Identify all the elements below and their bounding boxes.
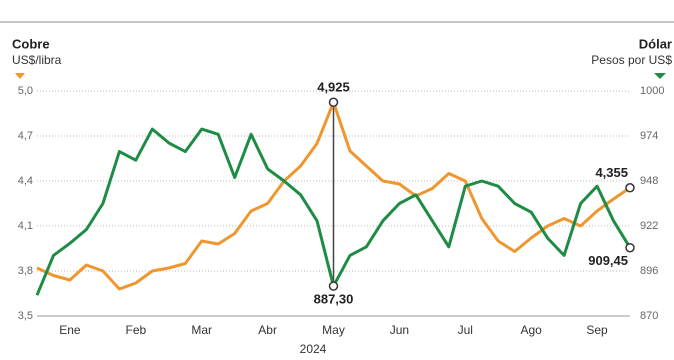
value-label: 909,45 — [588, 253, 628, 268]
y2-tick-label: 922 — [640, 220, 658, 232]
y-tick-label: 3,5 — [18, 310, 33, 322]
point-marker — [328, 281, 339, 291]
point-marker — [625, 242, 635, 253]
y-tick-label: 4,4 — [18, 175, 33, 187]
point-marker — [625, 183, 635, 193]
x-tick-label: Sep — [586, 323, 608, 337]
x-tick-label: Jun — [390, 323, 409, 337]
value-label: 4,355 — [595, 165, 628, 180]
x-tick-label: Feb — [125, 323, 146, 337]
left-title: Cobre — [12, 36, 50, 51]
y-tick-label: 4,7 — [18, 130, 33, 142]
y-tick-label: 4,1 — [18, 220, 33, 232]
y2-tick-label: 896 — [640, 265, 658, 277]
y2-tick-label: 948 — [640, 175, 658, 187]
y-tick-label: 5,0 — [18, 85, 33, 97]
x-tick-label: Ago — [520, 323, 542, 337]
left-unit: US$/libra — [12, 53, 62, 67]
point-marker — [328, 97, 339, 107]
x-tick-label: Mar — [191, 323, 212, 337]
x-tick-label: Jul — [458, 323, 473, 337]
y2-tick-label: 1000 — [640, 85, 664, 97]
right-title: Dólar — [639, 36, 672, 51]
y2-tick-label: 974 — [640, 130, 658, 142]
x-tick-label: May — [322, 323, 345, 337]
value-label: 887,30 — [314, 291, 354, 306]
right-unit: Pesos por US$ — [591, 53, 672, 67]
value-label: 4,925 — [317, 80, 350, 95]
x-tick-label: Abr — [258, 323, 277, 337]
left-marker — [15, 73, 25, 79]
year-label: 2024 — [300, 342, 327, 356]
right-marker — [654, 73, 666, 79]
x-tick-label: Ene — [59, 323, 81, 337]
y2-tick-label: 870 — [640, 310, 658, 322]
y-tick-label: 3,8 — [18, 265, 33, 277]
